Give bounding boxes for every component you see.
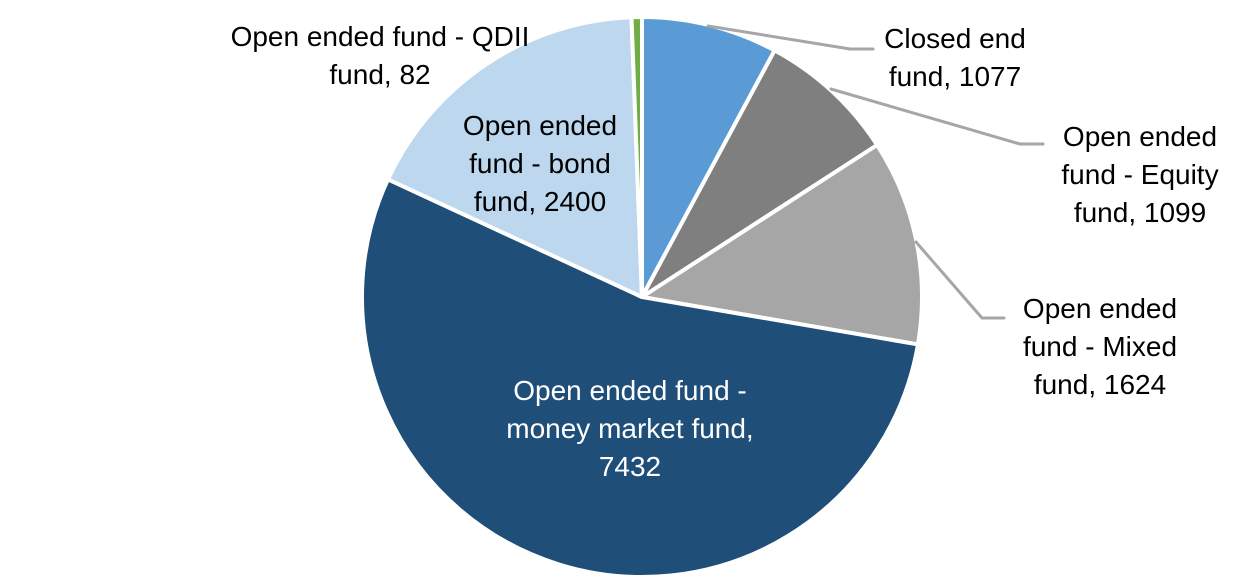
leader-line-open-ended-mixed-fund (914, 240, 1006, 320)
data-label-open-ended-qdii-fund: Open ended fund - QDII fund, 82 (231, 21, 530, 90)
data-label-open-ended-mixed-fund: Open ended fund - Mixed fund, 1624 (1023, 293, 1177, 400)
data-label-closed-end-fund: Closed end fund, 1077 (884, 23, 1026, 92)
leader-line-open-ended-equity-fund (829, 87, 1045, 146)
pie-slice-open-ended-money-market-fund[interactable] (360, 177, 920, 579)
data-label-open-ended-bond-fund: Open ended fund - bond fund, 2400 (463, 110, 617, 217)
data-label-open-ended-money-market-fund: Open ended fund -money market fund, 7432 (506, 375, 753, 482)
data-label-open-ended-equity-fund: Open ended fund - Equity fund, 1099 (1061, 121, 1218, 228)
leader-line-closed-end-fund (706, 24, 875, 51)
pie-slice-open-ended-equity-fund[interactable] (640, 48, 880, 299)
pie-slice-open-ended-qdii-fund[interactable] (629, 15, 644, 299)
pie-slice-open-ended-bond-fund[interactable] (385, 15, 644, 299)
